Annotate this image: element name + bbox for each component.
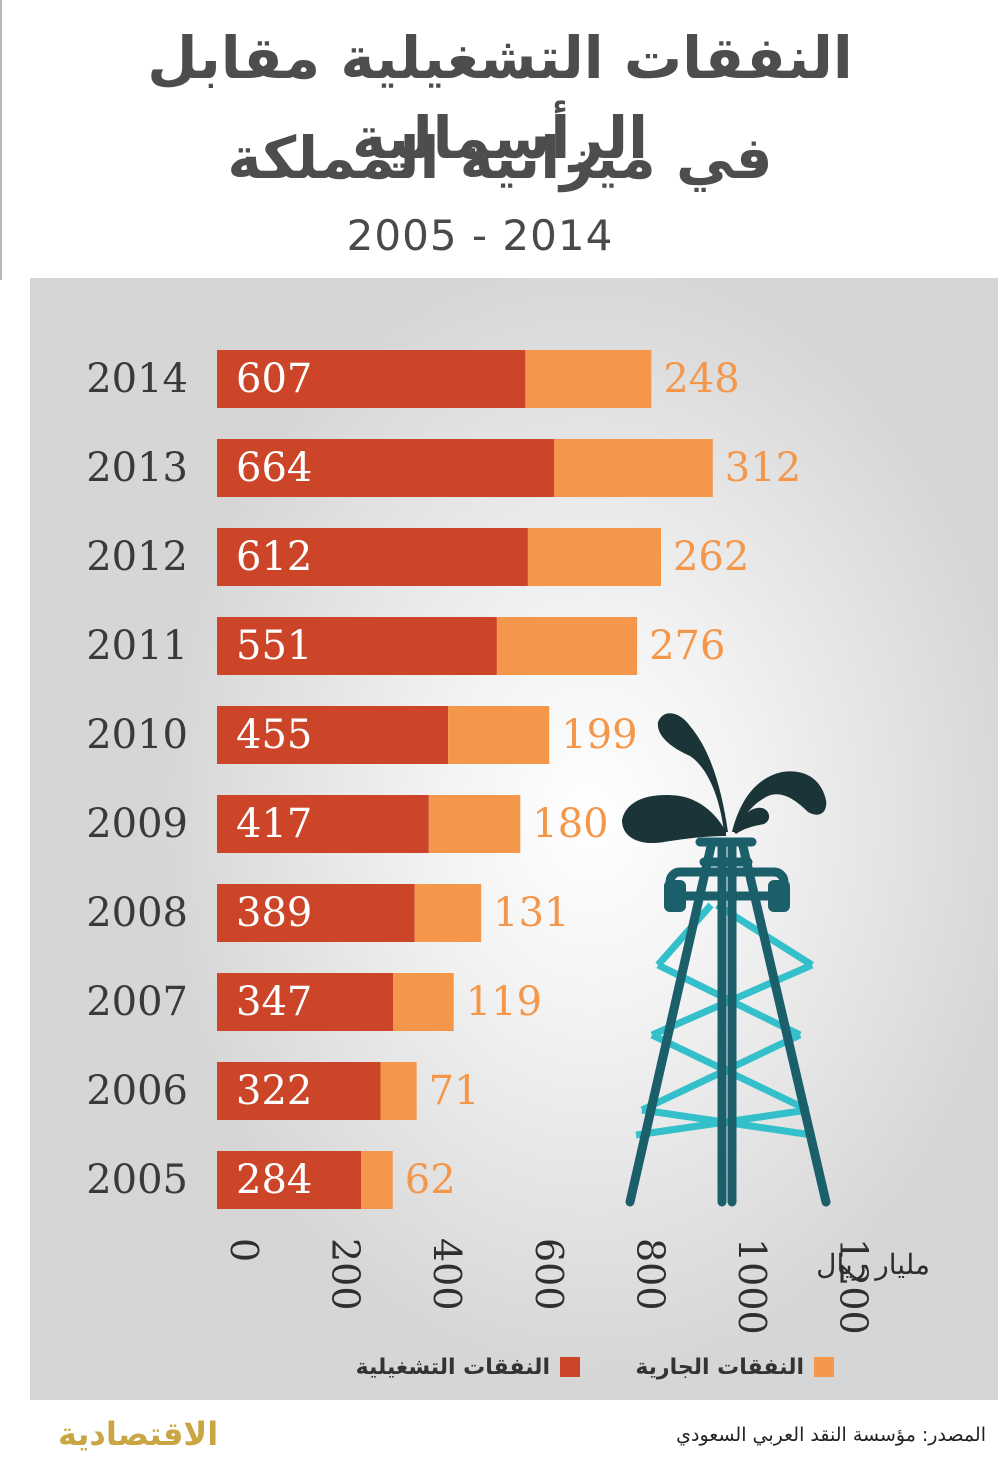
y-tick-label-2007: 2007 <box>86 979 188 1025</box>
x-tick-label-400: 400 <box>425 1238 469 1311</box>
x-tick-label-800: 800 <box>628 1238 672 1311</box>
bar-current-2013 <box>554 439 713 497</box>
chart-subtitle-years: 2005 - 2014 <box>346 211 614 260</box>
y-tick-label-2010: 2010 <box>86 712 188 758</box>
data-label-current-2011: 276 <box>649 623 725 669</box>
data-label-operating-2007: 347 <box>236 979 312 1025</box>
data-label-current-2006: 71 <box>429 1068 480 1114</box>
bar-operating-2006 <box>217 1062 381 1120</box>
data-label-operating-2005: 284 <box>236 1157 312 1203</box>
bar-current-2007 <box>393 973 454 1031</box>
bar-operating-2011 <box>217 617 497 675</box>
bar-operating-2013 <box>217 439 555 497</box>
bar-current-2008 <box>414 884 482 942</box>
legend-item-operating: النفقات التشغيلية <box>340 1352 580 1382</box>
x-tick-label-1200: 1200 <box>832 1238 876 1335</box>
legend-label-current: النفقات الجارية <box>635 1354 804 1380</box>
data-label-operating-2009: 417 <box>236 801 312 847</box>
bar-operating-2014 <box>217 350 526 408</box>
x-tick-label-200: 200 <box>324 1238 368 1311</box>
x-tick-label-600: 600 <box>527 1238 571 1311</box>
y-tick-label-2012: 2012 <box>86 534 188 580</box>
bar-current-2014 <box>525 350 652 408</box>
bar-operating-2005 <box>217 1151 362 1209</box>
oil-derrick-icon <box>622 713 831 1207</box>
bar-operating-2009 <box>217 795 429 853</box>
y-tick-label-2006: 2006 <box>86 1068 188 1114</box>
bar-current-2005 <box>361 1151 393 1209</box>
x-tick-label-1000: 1000 <box>730 1238 774 1335</box>
oil-splash-right <box>732 771 827 832</box>
left-divider-line <box>0 0 2 280</box>
legend-item-current: النفقات الجارية <box>610 1352 834 1382</box>
oil-splash-left <box>657 713 728 832</box>
legend-swatch-current <box>814 1357 834 1377</box>
bar-operating-2008 <box>217 884 415 942</box>
chart-title-line1: النفقات التشغيلية مقابل الرأسمالية <box>147 24 853 172</box>
data-label-current-2012: 262 <box>673 534 749 580</box>
publisher-logo: الاقتصادية <box>58 1415 219 1453</box>
derrick-platform <box>665 867 789 901</box>
data-label-current-2008: 131 <box>493 890 569 936</box>
data-label-current-2014: 248 <box>663 356 739 402</box>
data-label-current-2005: 62 <box>405 1157 456 1203</box>
bar-current-2006 <box>380 1062 417 1120</box>
y-tick-label-2005: 2005 <box>86 1157 188 1203</box>
chart-title-line2: في ميزانية المملكة <box>227 124 773 192</box>
data-label-current-2013: 312 <box>725 445 801 491</box>
x-tick-label-0: 0 <box>222 1238 266 1262</box>
y-tick-label-2014: 2014 <box>86 356 188 402</box>
data-label-operating-2013: 664 <box>236 445 312 491</box>
y-tick-label-2011: 2011 <box>86 623 188 669</box>
y-tick-label-2008: 2008 <box>86 890 188 936</box>
oil-splash-small <box>734 807 770 834</box>
source-note: المصدر: مؤسسة النقد العربي السعودي <box>676 1424 986 1446</box>
data-label-operating-2011: 551 <box>236 623 312 669</box>
oil-splash-center-left <box>622 795 726 844</box>
data-label-current-2010: 199 <box>561 712 637 758</box>
data-label-current-2007: 119 <box>466 979 542 1025</box>
bar-operating-2007 <box>217 973 394 1031</box>
bar-current-2010 <box>448 706 550 764</box>
data-label-current-2009: 180 <box>532 801 608 847</box>
data-label-operating-2006: 322 <box>236 1068 312 1114</box>
bar-operating-2010 <box>217 706 449 764</box>
y-tick-label-2013: 2013 <box>86 445 188 491</box>
bar-current-2012 <box>527 528 661 586</box>
bar-current-2009 <box>428 795 521 853</box>
bar-operating-2012 <box>217 528 528 586</box>
legend-swatch-operating <box>560 1357 580 1377</box>
bar-current-2011 <box>496 617 638 675</box>
data-label-operating-2010: 455 <box>236 712 312 758</box>
axis-unit-label: مليار ريال <box>816 1248 930 1281</box>
data-label-operating-2012: 612 <box>236 534 312 580</box>
data-label-operating-2008: 389 <box>236 890 312 936</box>
legend-label-operating: النفقات التشغيلية <box>355 1354 550 1380</box>
data-label-operating-2014: 607 <box>236 356 312 402</box>
y-tick-label-2009: 2009 <box>86 801 188 847</box>
